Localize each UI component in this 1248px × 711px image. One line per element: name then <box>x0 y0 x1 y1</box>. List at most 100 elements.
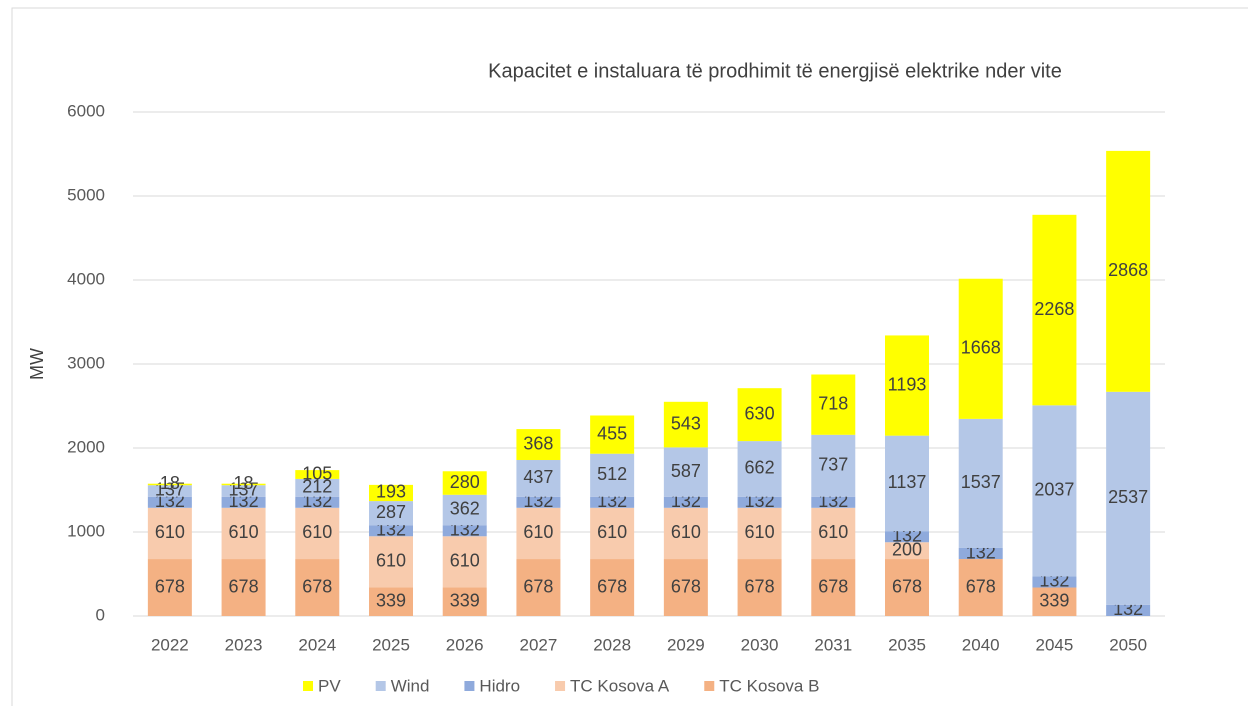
data-label: 339 <box>450 591 480 611</box>
bar-segment <box>885 435 929 532</box>
x-tick-label: 2029 <box>667 635 705 654</box>
bar-segment <box>811 374 856 435</box>
bar-segment <box>221 496 266 508</box>
bar-segment <box>1032 587 1077 616</box>
bar-segment <box>369 525 413 537</box>
x-tick-label: 2026 <box>446 635 484 654</box>
data-label: 662 <box>745 458 775 478</box>
bar-segment <box>663 559 708 616</box>
bar-segment <box>369 536 413 588</box>
bar-segment <box>1106 604 1151 616</box>
data-label: 1668 <box>961 338 1001 358</box>
bar-segment <box>147 483 192 486</box>
data-label: 678 <box>302 576 332 596</box>
x-tick-label: 2028 <box>593 635 631 654</box>
x-tick-label: 2050 <box>1109 635 1147 654</box>
data-label: 610 <box>523 522 553 542</box>
bar-segment <box>442 471 487 495</box>
bar-segment <box>442 587 487 616</box>
data-label: 718 <box>818 393 848 413</box>
bar-segment <box>147 496 192 508</box>
data-label: 678 <box>523 576 553 596</box>
bar-segment <box>811 496 856 508</box>
data-label: 678 <box>155 576 185 596</box>
bar-segment <box>295 496 340 508</box>
bar-segment <box>811 559 856 616</box>
bar-segment <box>1032 576 1077 588</box>
y-tick-label: 3000 <box>67 353 105 372</box>
data-label: 280 <box>450 472 480 492</box>
bar-segment <box>516 559 561 616</box>
data-label: 339 <box>1039 591 1069 611</box>
bar-segment <box>516 496 561 508</box>
data-label: 678 <box>745 576 775 596</box>
data-label: 610 <box>302 522 332 542</box>
data-label: 193 <box>376 482 406 502</box>
bar-segment <box>958 559 1003 616</box>
data-label: 368 <box>523 433 553 453</box>
y-tick-label: 1000 <box>67 521 105 540</box>
data-label: 18 <box>160 473 180 493</box>
data-label: 678 <box>892 576 922 596</box>
bar-segment <box>369 587 413 616</box>
data-label: 678 <box>229 576 259 596</box>
y-tick-label: 0 <box>96 605 105 624</box>
bar-segment <box>442 494 487 526</box>
bar-segment <box>590 507 635 560</box>
data-label: 1537 <box>961 472 1001 492</box>
data-label: 512 <box>597 464 627 484</box>
data-label: 437 <box>523 467 553 487</box>
legend-swatch <box>704 681 715 691</box>
bar-segment <box>811 434 856 497</box>
x-tick-label: 2027 <box>520 635 558 654</box>
bar-segment <box>737 559 782 616</box>
legend-label: PV <box>318 676 341 695</box>
bar-segment <box>811 507 856 560</box>
data-label: 1193 <box>888 374 927 394</box>
legend-swatch <box>555 681 566 691</box>
y-tick-label: 2000 <box>67 437 105 456</box>
bar-segment <box>295 507 340 560</box>
data-label: 18 <box>234 473 254 493</box>
x-tick-label: 2025 <box>372 635 410 654</box>
data-label: 610 <box>671 522 701 542</box>
x-tick-label: 2030 <box>741 635 779 654</box>
x-tick-label: 2031 <box>814 635 852 654</box>
data-label: 339 <box>376 591 406 611</box>
bar-segment <box>516 460 561 497</box>
data-label: 678 <box>966 576 996 596</box>
data-label: 200 <box>892 539 922 559</box>
bar-segment <box>885 559 929 616</box>
data-label: 2537 <box>1108 487 1148 507</box>
bar-segment <box>221 483 266 486</box>
data-label: 610 <box>597 522 627 542</box>
bar-segment <box>958 547 1003 560</box>
data-label: 543 <box>671 413 701 433</box>
bar-segment <box>147 485 192 497</box>
x-tick-label: 2040 <box>962 635 1000 654</box>
x-tick-label: 2024 <box>298 635 336 654</box>
bar-segment <box>221 559 266 616</box>
legend-swatch <box>375 681 386 691</box>
data-label: 105 <box>302 463 332 483</box>
y-tick-label: 5000 <box>67 185 105 204</box>
bar-segment <box>590 453 635 497</box>
bar-segment <box>590 415 635 454</box>
data-label: 678 <box>597 576 627 596</box>
data-label: 212 <box>302 477 332 497</box>
bar-segment <box>737 507 782 560</box>
legend-swatch <box>303 681 313 691</box>
bar-segment <box>442 536 487 588</box>
legend-label: TC Kosova B <box>719 676 819 695</box>
x-tick-label: 2023 <box>225 635 263 654</box>
x-tick-label: 2045 <box>1036 635 1074 654</box>
data-label: 610 <box>155 522 185 542</box>
bar-segment <box>958 278 1003 419</box>
bar-segment <box>369 501 413 526</box>
data-label: 678 <box>818 576 848 596</box>
bar-segment <box>590 559 635 616</box>
data-label: 2268 <box>1034 299 1074 319</box>
legend-label: TC Kosova A <box>570 676 670 695</box>
chart-title: Kapacitet e instaluara të prodhimit të e… <box>488 60 1062 82</box>
bar-segment <box>295 478 340 497</box>
